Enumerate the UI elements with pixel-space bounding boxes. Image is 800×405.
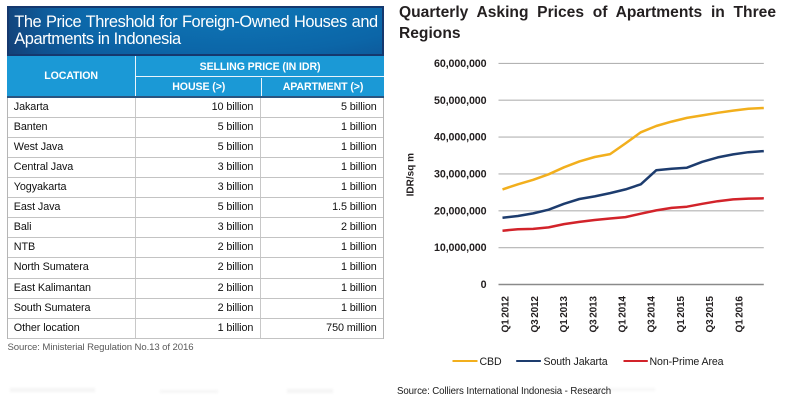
svg-text:Source: Colliers International: Source: Colliers International Indonesia… — [397, 386, 611, 397]
svg-text:0: 0 — [481, 279, 487, 291]
svg-text:Q3 2013: Q3 2013 — [588, 296, 599, 333]
svg-text:60,000,000: 60,000,000 — [434, 58, 487, 70]
svg-text:Non-Prime Area: Non-Prime Area — [650, 356, 724, 368]
svg-text:CBD: CBD — [480, 356, 503, 368]
svg-text:20,000,000: 20,000,000 — [434, 205, 487, 217]
svg-text:Q1 2012: Q1 2012 — [501, 296, 512, 333]
svg-text:South Jakarta: South Jakarta — [544, 356, 608, 368]
svg-text:40,000,000: 40,000,000 — [434, 132, 487, 144]
svg-text:30,000,000: 30,000,000 — [434, 169, 487, 181]
svg-text:10,000,000: 10,000,000 — [434, 242, 487, 254]
svg-text:Q3 2015: Q3 2015 — [705, 296, 716, 333]
svg-text:Q1 2016: Q1 2016 — [734, 296, 745, 333]
svg-text:Q3 2012: Q3 2012 — [530, 296, 541, 333]
svg-text:50,000,000: 50,000,000 — [434, 95, 487, 107]
svg-text:IDR/sq m: IDR/sq m — [406, 153, 417, 196]
svg-text:Q1 2015: Q1 2015 — [676, 296, 687, 333]
svg-text:Q3 2014: Q3 2014 — [647, 296, 658, 333]
svg-text:Q1 2013: Q1 2013 — [559, 296, 570, 333]
svg-text:Q1 2014: Q1 2014 — [618, 296, 629, 333]
